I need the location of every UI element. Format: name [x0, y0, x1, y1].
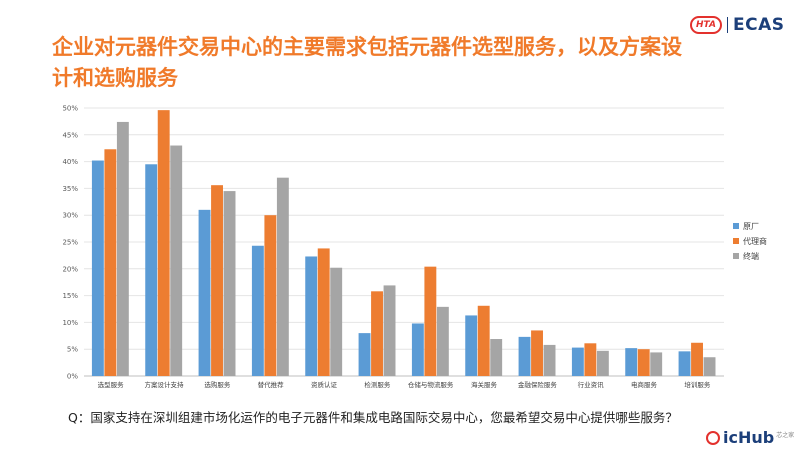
y-tick-label: 30% — [62, 212, 78, 220]
survey-question: Q：国家支持在深圳组建市场化运作的电子元器件和集成电路国际交易中心，您最希望交易… — [68, 410, 678, 425]
x-tick-label: 金融保险服务 — [518, 380, 558, 389]
y-tick-label: 25% — [62, 239, 78, 247]
ecas-logo: HTA ECAS — [690, 14, 785, 36]
bar-代理商-4 — [317, 248, 330, 376]
bar-代理商-1 — [157, 110, 170, 377]
y-tick-label: 0% — [67, 373, 78, 381]
bar-原厂-6 — [411, 323, 424, 376]
y-tick-label: 45% — [62, 131, 78, 139]
bar-原厂-3 — [251, 245, 264, 376]
bar-代理商-11 — [691, 342, 703, 376]
x-tick-label: 选购服务 — [204, 380, 231, 389]
y-tick-label: 40% — [62, 158, 78, 166]
bar-终端-8 — [543, 344, 556, 376]
bar-原厂-7 — [465, 315, 478, 376]
bar-代理商-10 — [637, 349, 650, 376]
bar-代理商-3 — [264, 215, 277, 376]
bar-原厂-0 — [91, 160, 104, 376]
bar-终端-10 — [650, 352, 663, 376]
bar-代理商-5 — [371, 291, 383, 376]
bar-原厂-9 — [571, 347, 584, 376]
bar-代理商-6 — [424, 266, 437, 376]
watermark-sub: 芯之家 — [776, 432, 795, 439]
x-tick-label: 仓储与物流服务 — [408, 380, 454, 389]
logo-divider — [727, 17, 728, 33]
bar-代理商-7 — [477, 305, 490, 376]
x-tick-label: 海关服务 — [471, 380, 498, 389]
x-tick-label: 培训服务 — [684, 380, 711, 389]
page-title: 企业对元器件交易中心的主要需求包括元器件选型服务，以及方案设计和选购服务 — [52, 35, 682, 90]
bar-代理商-0 — [104, 149, 117, 376]
bar-终端-7 — [490, 339, 503, 376]
x-tick-label: 资质认证 — [311, 380, 338, 389]
y-tick-label: 50% — [62, 105, 78, 113]
bar-原厂-8 — [518, 336, 531, 376]
bar-终端-3 — [276, 177, 289, 376]
y-tick-label: 20% — [62, 265, 78, 273]
bar-原厂-4 — [305, 256, 318, 376]
x-tick-label: 选型服务 — [98, 380, 125, 389]
bar-终端-9 — [596, 350, 609, 376]
bar-代理商-2 — [211, 185, 223, 376]
bar-原厂-5 — [358, 333, 371, 376]
legend-swatch-终端 — [733, 253, 739, 259]
y-tick-label: 15% — [62, 292, 78, 300]
x-tick-label: 检测服务 — [364, 380, 391, 389]
y-tick-label: 10% — [62, 319, 78, 327]
bar-终端-2 — [223, 191, 236, 376]
logo-text: ECAS — [733, 15, 785, 35]
bar-终端-0 — [116, 121, 129, 376]
bar-代理商-9 — [584, 343, 597, 376]
bar-终端-6 — [436, 306, 449, 376]
bar-终端-1 — [170, 145, 183, 376]
legend-label: 终端 — [743, 251, 759, 261]
bar-终端-5 — [383, 285, 396, 376]
x-tick-label: 替代推荐 — [258, 380, 285, 389]
legend-label: 代理商 — [743, 236, 767, 246]
bar-原厂-2 — [198, 209, 211, 376]
bar-终端-4 — [330, 267, 343, 376]
bar-终端-11 — [703, 357, 716, 376]
y-tick-label: 5% — [67, 346, 78, 354]
bar-代理商-8 — [531, 330, 543, 376]
bar-原厂-10 — [625, 348, 638, 376]
bar-原厂-11 — [678, 351, 691, 376]
ichub-watermark: icHub 芯之家 — [706, 428, 794, 447]
watermark-text: icHub — [723, 428, 775, 447]
ichub-logo-icon — [706, 430, 720, 445]
x-tick-label: 行业资讯 — [578, 380, 605, 389]
legend-swatch-原厂 — [733, 223, 739, 229]
x-tick-label: 电商服务 — [631, 380, 658, 389]
hta-logo-badge: HTA — [690, 16, 722, 34]
legend-swatch-代理商 — [733, 238, 739, 244]
legend-label: 原厂 — [743, 222, 759, 231]
y-tick-label: 35% — [62, 185, 78, 193]
x-tick-label: 方案设计支持 — [145, 380, 185, 389]
bar-原厂-1 — [145, 164, 158, 376]
